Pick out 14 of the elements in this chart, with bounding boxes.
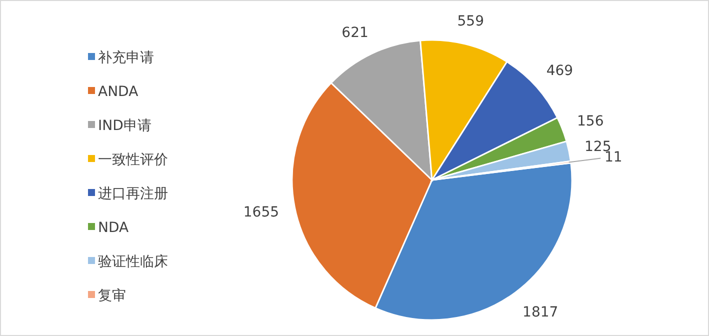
data-label: 559 bbox=[457, 14, 484, 30]
legend-label: 补充申请 bbox=[98, 50, 154, 66]
legend-label: ANDA bbox=[98, 84, 139, 100]
data-label: 1655 bbox=[243, 204, 280, 221]
data-label: 621 bbox=[342, 24, 368, 41]
data-label: 1817 bbox=[522, 304, 558, 321]
data-label: 469 bbox=[546, 63, 574, 80]
legend-label: NDA bbox=[98, 220, 130, 236]
data-label: 156 bbox=[577, 114, 604, 130]
legend-label: 一致性评价 bbox=[98, 152, 168, 168]
legend-label: IND申请 bbox=[98, 118, 152, 134]
legend-label: 进口再注册 bbox=[98, 186, 168, 202]
legend-label: 复审 bbox=[98, 288, 126, 304]
legend-label: 验证性临床 bbox=[98, 254, 168, 270]
